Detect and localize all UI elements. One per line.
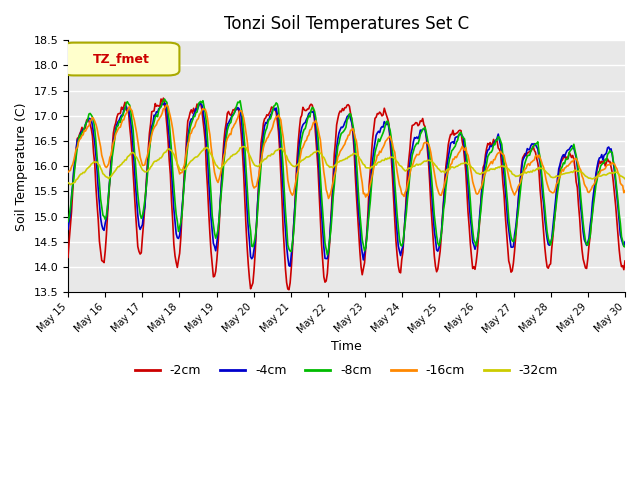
Title: Tonzi Soil Temperatures Set C: Tonzi Soil Temperatures Set C xyxy=(224,15,469,33)
FancyBboxPatch shape xyxy=(63,43,179,75)
Legend: -2cm, -4cm, -8cm, -16cm, -32cm: -2cm, -4cm, -8cm, -16cm, -32cm xyxy=(130,359,563,382)
Text: TZ_fmet: TZ_fmet xyxy=(93,52,149,66)
Y-axis label: Soil Temperature (C): Soil Temperature (C) xyxy=(15,102,28,230)
X-axis label: Time: Time xyxy=(331,340,362,353)
